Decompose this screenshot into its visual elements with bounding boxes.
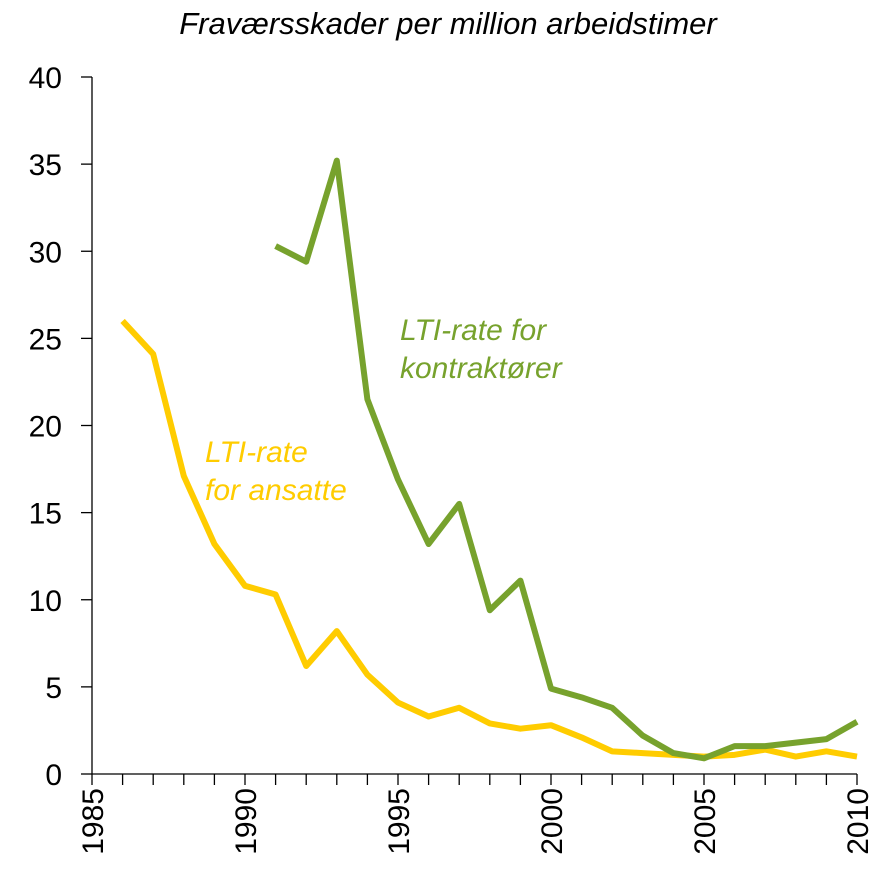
x-tick-label: 2010 [842, 788, 875, 855]
x-tick-label: 1990 [230, 788, 263, 855]
y-tick-label: 10 [29, 585, 62, 618]
x-tick-label: 1995 [383, 788, 416, 855]
annotation: for ansatte [205, 474, 347, 507]
y-tick-label: 20 [29, 411, 62, 444]
chart-title: Fraværsskader per million arbeidstimer [179, 6, 718, 41]
x-tick-label: 1985 [77, 788, 110, 855]
y-tick-label: 40 [29, 62, 62, 95]
series-line [274, 157, 859, 762]
y-tick-label: 30 [29, 236, 62, 269]
annotation: kontraktører [400, 352, 563, 385]
annotation: LTI-rate for [400, 314, 547, 347]
y-tick-label: 15 [29, 498, 62, 531]
x-tick-label: 2000 [536, 788, 569, 855]
x-tick-label: 2005 [689, 788, 722, 855]
series-line [120, 318, 858, 760]
y-tick-label: 5 [45, 672, 62, 705]
y-tick-label: 25 [29, 323, 62, 356]
y-tick-label: 0 [45, 759, 62, 792]
annotation: LTI-rate [205, 436, 308, 469]
y-tick-label: 35 [29, 149, 62, 182]
